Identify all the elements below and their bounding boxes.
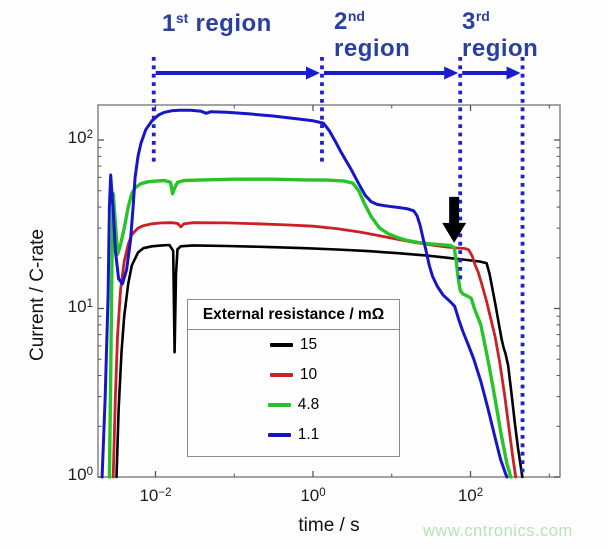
legend-swatch-red: [269, 373, 293, 377]
region-3-label: 3rd region: [462, 3, 538, 62]
region-2-label: 2nd region: [334, 3, 410, 62]
curve-1-1-mohm: [100, 108, 509, 479]
legend-entry-1-1: 1.1: [188, 420, 399, 450]
region-1-ordinal: 1: [162, 10, 176, 37]
legend-swatch-green: [267, 403, 291, 407]
x-tick-label-1e0: 100: [300, 486, 326, 505]
axis-ticks: [98, 105, 560, 478]
down-arrow-marker: [442, 196, 467, 243]
legend-swatch-black: [269, 343, 293, 347]
legend-label: 15: [299, 336, 318, 353]
watermark: www.cntronics.com: [423, 522, 573, 540]
legend-entry-10: 10: [188, 360, 399, 390]
legend-label: 10: [299, 366, 318, 383]
region-boundary-dotted-lines: [151, 57, 525, 477]
region-2-suffix: nd: [347, 8, 365, 24]
legend-entry-4-8: 4.8: [188, 390, 399, 420]
legend-title: External resistance / mΩ: [188, 300, 399, 330]
region-span-arrows: [155, 66, 521, 80]
x-tick-label-1e-2: 10−2: [139, 486, 172, 505]
region-2-ordinal: 2: [334, 8, 348, 35]
curve-4-8-mohm: [107, 177, 513, 479]
legend-entry-15: 15: [188, 330, 399, 360]
curve-10-mohm: [111, 221, 518, 479]
legend-label: 4.8: [297, 396, 320, 413]
region-1-word: region: [195, 10, 272, 37]
y-tick-label-1e1: 101: [67, 296, 93, 316]
legend-label: 1.1: [297, 426, 320, 443]
curve-15-mohm: [115, 243, 524, 479]
y-axis-title: Current / C-rate: [27, 229, 48, 361]
y-tick-label-1e0: 100: [67, 465, 93, 484]
x-tick-label-1e2: 102: [457, 486, 484, 505]
x-axis-title: time / s: [298, 515, 360, 536]
region-1-suffix: st: [175, 10, 189, 26]
region-3-ordinal: 3: [462, 8, 476, 35]
legend-box: External resistance / mΩ 15 10 4.8 1.1: [187, 299, 400, 457]
region-1-label: 1st region: [162, 5, 272, 37]
y-tick-label-1e2: 102: [67, 128, 93, 147]
region-2-word: region: [334, 35, 411, 62]
region-3-suffix: rd: [475, 8, 490, 24]
legend-swatch-blue: [267, 433, 291, 437]
region-3-word: region: [462, 35, 539, 62]
